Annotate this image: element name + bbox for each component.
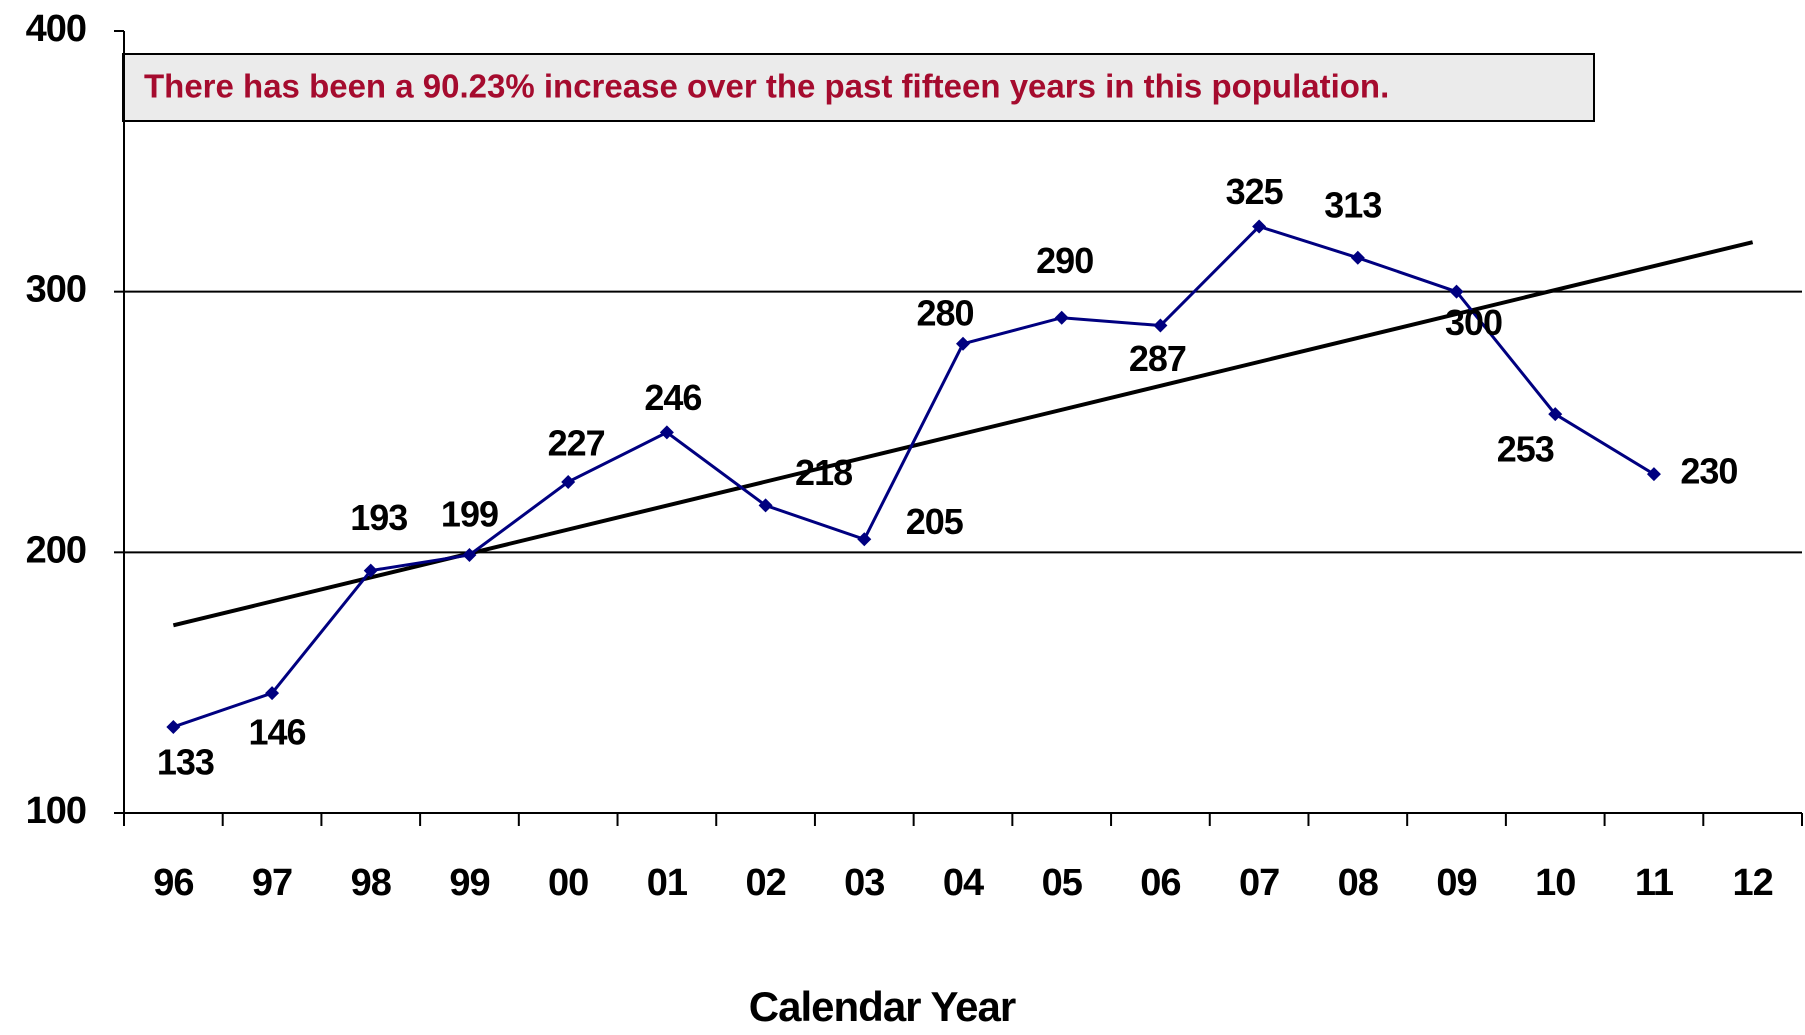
x-tick-label: 03 — [844, 862, 884, 904]
data-label: 325 — [1226, 171, 1284, 212]
x-tick-label: 00 — [548, 862, 588, 904]
marker — [363, 563, 378, 578]
x-tick-label: 01 — [647, 862, 688, 904]
x-tick-label: 10 — [1535, 862, 1575, 904]
y-tick-label: 300 — [26, 269, 86, 311]
data-label: 133 — [157, 741, 214, 782]
x-tick-label: 12 — [1733, 862, 1773, 904]
x-tick-label: 04 — [943, 862, 984, 904]
data-label: 218 — [795, 452, 852, 493]
x-tick-label: 97 — [252, 862, 292, 904]
x-tick-label: 09 — [1436, 862, 1476, 904]
annotation-box — [122, 53, 1595, 122]
marker — [1449, 284, 1464, 299]
x-axis-label: Calendar Year — [749, 983, 1016, 1030]
marker — [1646, 467, 1661, 482]
y-tick-label: 100 — [26, 790, 86, 832]
marker — [659, 425, 674, 440]
data-label: 313 — [1324, 184, 1381, 225]
x-tick-label: 96 — [153, 862, 193, 904]
marker — [857, 532, 872, 547]
x-tick-label: 07 — [1239, 862, 1279, 904]
data-label: 199 — [441, 493, 498, 534]
marker — [1350, 250, 1365, 265]
data-label: 280 — [916, 292, 973, 333]
x-tick-label: 06 — [1140, 862, 1180, 904]
x-tick-label: 98 — [351, 862, 391, 904]
data-label: 246 — [644, 377, 701, 418]
annotation: There has been a 90.23% increase over th… — [144, 68, 1389, 105]
data-label: 230 — [1680, 451, 1737, 492]
data-label: 193 — [350, 497, 407, 538]
marker — [1153, 318, 1168, 333]
data-label: 290 — [1036, 240, 1093, 281]
x-tick-label: 08 — [1338, 862, 1378, 904]
x-tick-label: 99 — [449, 862, 489, 904]
x-tick-label: 05 — [1042, 862, 1083, 904]
marker — [462, 547, 477, 562]
marker — [1054, 310, 1069, 325]
data-label: 253 — [1497, 429, 1554, 470]
marker — [1252, 219, 1267, 234]
data-label: 205 — [906, 501, 964, 542]
y-tick-label: 200 — [26, 529, 86, 571]
marker — [1548, 407, 1563, 422]
marker — [265, 686, 280, 701]
marker — [166, 719, 181, 734]
marker — [758, 498, 773, 513]
x-tick-label: 11 — [1635, 862, 1674, 904]
data-label: 227 — [548, 422, 605, 463]
y-tick-label: 400 — [26, 8, 86, 50]
data-label: 300 — [1445, 302, 1502, 343]
data-label: 287 — [1129, 338, 1186, 379]
series-line — [172, 224, 1655, 729]
marker — [561, 474, 576, 489]
marker — [956, 336, 970, 351]
x-tick-label: 02 — [745, 862, 785, 904]
data-label: 146 — [249, 712, 306, 753]
